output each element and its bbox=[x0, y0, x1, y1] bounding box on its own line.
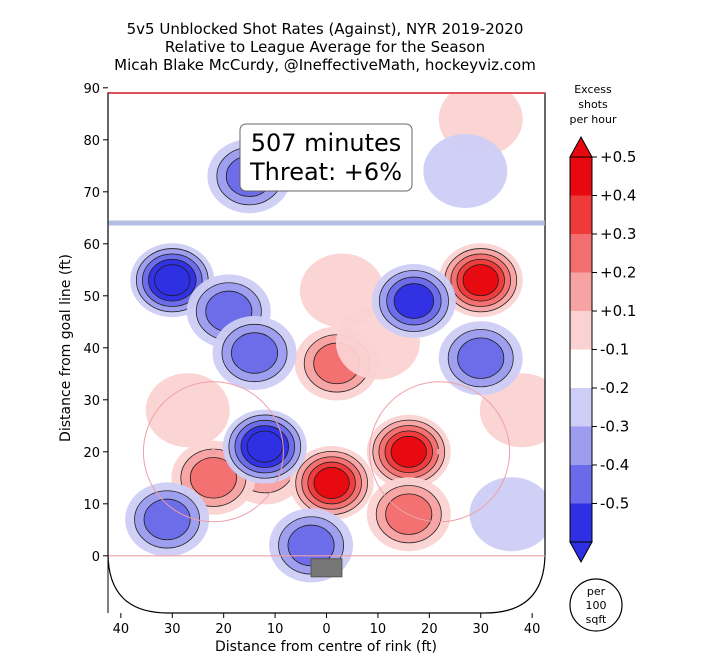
y-tick-label: 0 bbox=[92, 550, 100, 565]
unit-badge-line-1: per bbox=[587, 585, 606, 598]
y-tick-label: 80 bbox=[83, 134, 100, 149]
x-tick-label: 20 bbox=[421, 622, 438, 637]
colorbar-tick-label: +0.5 bbox=[600, 148, 636, 166]
y-tick-label: 40 bbox=[83, 342, 100, 357]
heat-contour bbox=[145, 373, 230, 448]
heat-blob bbox=[212, 316, 297, 390]
colorbar-segment bbox=[570, 388, 592, 427]
x-tick-label: 10 bbox=[267, 622, 284, 637]
heat-contour bbox=[189, 457, 237, 499]
rink-lines bbox=[107, 92, 546, 614]
colorbar-tick-label: +0.2 bbox=[600, 264, 636, 282]
colorbar-segment bbox=[570, 465, 592, 504]
y-tick-label: 60 bbox=[83, 238, 100, 253]
colorbar-segment bbox=[570, 195, 592, 235]
heat-blob bbox=[222, 409, 307, 484]
goal-net bbox=[310, 558, 343, 578]
heat-blob bbox=[125, 482, 210, 557]
annotation-minutes: 507 minutes bbox=[251, 129, 402, 157]
heat-contour bbox=[299, 253, 384, 328]
heat-contour bbox=[462, 264, 499, 297]
colorbar-tick-label: -0.1 bbox=[600, 341, 629, 359]
colorbar-segment bbox=[570, 503, 592, 543]
colorbar-title-3: per hour bbox=[570, 113, 617, 126]
heat-contour bbox=[390, 435, 427, 468]
y-axis-label: Distance from goal line (ft) bbox=[58, 254, 74, 442]
colorbar-title-2: shots bbox=[578, 98, 608, 111]
heat-contour bbox=[154, 264, 191, 297]
colorbar-tick-label: -0.3 bbox=[600, 418, 629, 436]
heat-contour bbox=[423, 134, 508, 208]
unit-badge-line-2: 100 bbox=[586, 599, 607, 612]
colorbar-tick-label: +0.3 bbox=[600, 225, 636, 243]
axes: 40 30 20 10 0 10 20 30 40 0 10 20 30 40 50 60 70 80 90 bbox=[83, 82, 540, 637]
x-tick-label: 0 bbox=[322, 622, 330, 637]
colorbar-tick-label: -0.2 bbox=[600, 379, 629, 397]
heat-blob bbox=[366, 414, 451, 489]
rink-boards bbox=[107, 92, 546, 614]
colorbar-segment bbox=[570, 272, 592, 312]
colorbar-tick-label: +0.4 bbox=[600, 187, 636, 205]
x-axis-label: Distance from centre of rink (ft) bbox=[215, 639, 437, 655]
chart-title-line-3: Micah Blake McCurdy, @IneffectiveMath, h… bbox=[114, 56, 536, 74]
heat-contour bbox=[313, 467, 350, 499]
heat-contour bbox=[469, 477, 545, 552]
x-tick-label: 40 bbox=[113, 622, 130, 637]
heat-contour bbox=[246, 430, 283, 463]
y-tick-label: 20 bbox=[83, 446, 100, 461]
x-tick-label: 10 bbox=[370, 622, 387, 637]
faceoff-dot-right bbox=[436, 448, 443, 455]
colorbar-segment bbox=[570, 311, 592, 350]
heat-blob bbox=[289, 446, 374, 520]
y-tick-label: 10 bbox=[83, 498, 100, 513]
colorbar: Excess shots per hour +0.5 +0.4 +0.3 +0.2 +0… bbox=[569, 83, 636, 564]
heat-blob bbox=[366, 477, 451, 552]
heat-blob bbox=[145, 373, 230, 448]
faceoff-circle-left bbox=[142, 381, 284, 523]
chart-title-line-2: Relative to League Average for the Seaso… bbox=[164, 38, 486, 56]
heat-contour bbox=[385, 493, 433, 535]
x-tick-label: 40 bbox=[524, 622, 541, 637]
chart-title-line-1: 5v5 Unblocked Shot Rates (Against), NYR … bbox=[126, 20, 524, 38]
colorbar-segment bbox=[570, 426, 592, 466]
colorbar-tick-label: -0.4 bbox=[600, 456, 629, 474]
heat-contour bbox=[479, 373, 545, 448]
heat-blob bbox=[438, 321, 523, 396]
y-tick-label: 50 bbox=[83, 290, 100, 305]
y-tick-label: 70 bbox=[83, 186, 100, 201]
heat-blob bbox=[371, 264, 456, 338]
heat-contour bbox=[393, 283, 435, 319]
y-tick-label: 90 bbox=[83, 82, 100, 97]
heat-blob bbox=[299, 253, 384, 328]
unit-badge: per 100 sqft bbox=[569, 578, 623, 632]
annotation-threat: Threat: +6% bbox=[249, 158, 402, 186]
heat-blob bbox=[423, 134, 508, 208]
colorbar-tick-label: +0.1 bbox=[600, 302, 636, 320]
x-tick-label: 30 bbox=[472, 622, 489, 637]
annotation-box: 507 minutes Threat: +6% bbox=[239, 123, 413, 192]
colorbar-segment bbox=[570, 157, 592, 196]
heat-blob bbox=[469, 477, 545, 552]
unit-badge-line-3: sqft bbox=[586, 613, 607, 626]
x-tick-label: 20 bbox=[215, 622, 232, 637]
colorbar-tick-label: -0.5 bbox=[600, 495, 629, 513]
heat-contour bbox=[143, 498, 191, 541]
faceoff-circle-right bbox=[369, 381, 511, 523]
y-tick-label: 30 bbox=[83, 394, 100, 409]
faceoff-dot-left bbox=[210, 448, 217, 455]
x-tick-label: 30 bbox=[164, 622, 181, 637]
colorbar-segment bbox=[570, 349, 592, 389]
heat-blob bbox=[479, 373, 545, 448]
colorbar-segment bbox=[570, 234, 592, 273]
colorbar-top-arrow bbox=[569, 135, 593, 158]
heat-contour bbox=[231, 332, 279, 374]
colorbar-title-1: Excess bbox=[574, 83, 612, 96]
heat-contour bbox=[457, 337, 505, 379]
colorbar-bottom-arrow bbox=[569, 541, 593, 564]
heat-blob bbox=[438, 243, 523, 318]
